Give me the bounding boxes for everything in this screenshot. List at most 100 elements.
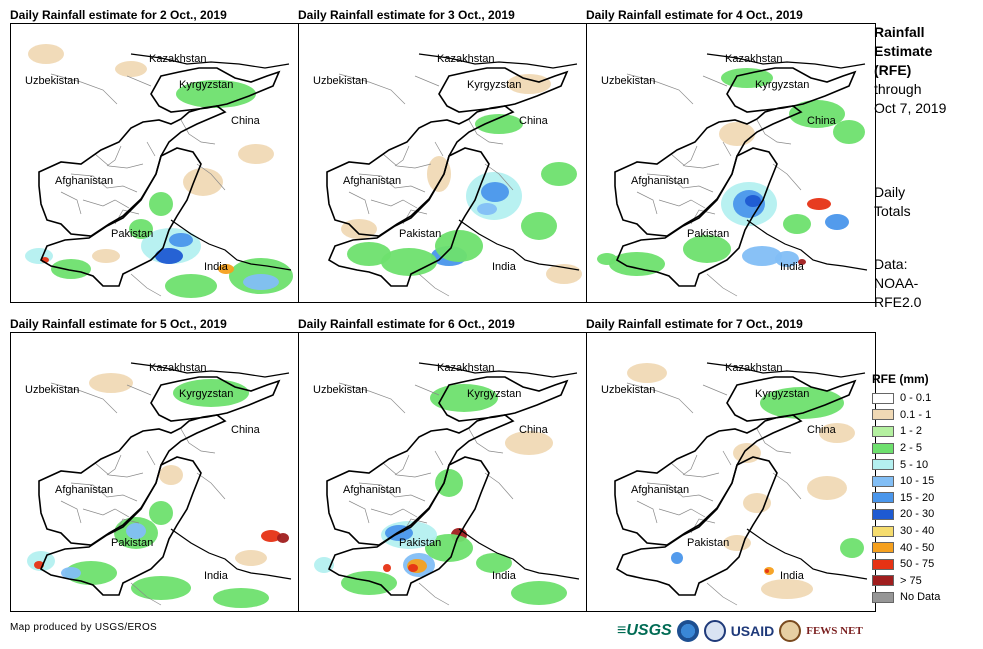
map-label-kazakhstan: Kazakhstan [437, 53, 494, 65]
sidebar-data-line: RFE2.0 [874, 294, 922, 310]
panel-title: Daily Rainfall estimate for 2 Oct., 2019 [10, 8, 227, 22]
map-label-india: India [492, 261, 517, 273]
map-label-china: China [807, 115, 837, 127]
rainfall-area [435, 469, 463, 497]
map-label-india: India [780, 261, 805, 273]
rainfall-area [28, 44, 64, 64]
rainfall-map: Kazakhstan Uzbekistan Kyrgyzstan China Afgha… [586, 23, 876, 303]
usgs-logo: ≡USGS [617, 622, 672, 639]
rainfall-area [408, 564, 418, 572]
map-label-uzbekistan: Uzbekistan [601, 384, 655, 396]
pakistan-outline [615, 456, 778, 596]
sidebar-title-line: Rainfall [874, 24, 925, 40]
rainfall-area [742, 246, 782, 266]
rainfall-area [789, 100, 845, 128]
rainfall-area [213, 588, 269, 608]
map-label-pakistan: Pakistan [111, 228, 153, 240]
legend-item: 2 - 5 [872, 440, 940, 457]
sidebar-data-line: NOAA- [874, 275, 919, 291]
sidebar-date: Oct 7, 2019 [874, 100, 947, 116]
rainfall-area [609, 252, 665, 276]
rainfall-map: Kazakhstan Uzbekistan Kyrgyzstan China Afgha… [298, 23, 588, 303]
map-label-kyrgyzstan: Kyrgyzstan [755, 79, 809, 91]
rainfall-area [723, 535, 751, 551]
rainfall-area [61, 567, 81, 579]
rainfall-map: Kazakhstan Uzbekistan Kyrgyzstan China Afgha… [10, 332, 300, 612]
india-border [170, 528, 292, 580]
panel-oct-7: Daily Rainfall estimate for 7 Oct., 2019… [586, 316, 876, 612]
usaid-seal-icon [703, 620, 726, 642]
rainfall-area [597, 253, 617, 265]
sidebar-daily-line: Totals [874, 203, 911, 219]
legend-swatch [872, 591, 894, 603]
panel-title: Daily Rainfall estimate for 7 Oct., 2019 [586, 317, 803, 331]
legend-label: No Data [900, 591, 941, 604]
rainfall-area [165, 274, 217, 298]
legend-label: 5 - 10 [900, 458, 929, 471]
kyrgyzstan-outline [438, 376, 569, 422]
rainfall-area [238, 144, 274, 164]
map-label-afghanistan: Afghanistan [55, 484, 113, 496]
rainfall-area [235, 550, 267, 566]
legend-swatch [872, 575, 894, 587]
legend-swatch [872, 425, 894, 437]
legend-item: 0.1 - 1 [872, 407, 940, 424]
rainfall-area [541, 162, 577, 186]
map-label-pakistan: Pakistan [687, 228, 729, 240]
province-borders [348, 141, 444, 225]
rainfall-area [155, 248, 183, 264]
legend-swatch [872, 542, 894, 554]
rainfall-area [765, 569, 769, 573]
legend-swatch [872, 475, 894, 487]
map-label-kazakhstan: Kazakhstan [725, 53, 782, 65]
legend-label: 20 - 30 [900, 508, 935, 521]
rainfall-area [243, 274, 279, 290]
india-border [170, 219, 292, 271]
sidebar-daily-totals: Daily Totals [874, 183, 911, 221]
kazakhstan-border [130, 53, 290, 69]
rainfall-area [435, 230, 483, 262]
rainfall-area [92, 249, 120, 263]
map-label-uzbekistan: Uzbekistan [601, 75, 655, 87]
map-label-afghanistan: Afghanistan [631, 175, 689, 187]
rainfall-area [159, 465, 183, 485]
rainfall-map: Kazakhstan Uzbekistan Kyrgyzstan China Afgha… [298, 332, 588, 612]
legend-label: 0.1 - 1 [900, 408, 932, 421]
fews-seal-icon [779, 620, 802, 642]
rainfall-area [347, 242, 391, 266]
rainfall-area [760, 387, 844, 419]
legend-label: 30 - 40 [900, 525, 935, 538]
rainfall-area [719, 122, 755, 146]
map-label-kazakhstan: Kazakhstan [149, 362, 206, 374]
legend-item: 10 - 15 [872, 473, 940, 490]
usaid-logo: USAID [730, 623, 775, 639]
map-label-india: India [780, 570, 805, 582]
rainfall-area [627, 363, 667, 383]
india-border [458, 528, 580, 580]
fews-net-logo: FEWS NET [806, 625, 863, 637]
rainfall-area [476, 553, 512, 573]
sidebar-title-line: Estimate [874, 43, 933, 59]
country-borders-minor [50, 73, 226, 297]
map-svg: Kazakhstan Uzbekistan Kyrgyzstan China Afgha… [313, 362, 580, 606]
rainfall-area [381, 248, 437, 276]
legend-item: No Data [872, 589, 940, 606]
kazakhstan-border [418, 53, 578, 69]
rainfall-area [341, 571, 397, 595]
map-label-india: India [492, 570, 517, 582]
noaa-logo-icon [676, 620, 699, 642]
rainfall-area [521, 212, 557, 240]
rainfall-area [261, 530, 281, 542]
rainfall-area [126, 523, 146, 539]
map-label-india: India [204, 261, 229, 273]
legend-swatch [872, 459, 894, 471]
rainfall-area [743, 493, 771, 513]
map-label-uzbekistan: Uzbekistan [313, 384, 367, 396]
legend-item: 1 - 2 [872, 423, 940, 440]
rainfall-area [218, 264, 234, 274]
legend-swatch [872, 442, 894, 454]
rainfall-area [840, 538, 864, 558]
map-svg: Kazakhstan Uzbekistan Kyrgyzstan China Afgha… [597, 53, 868, 297]
legend-item: 5 - 10 [872, 456, 940, 473]
map-label-pakistan: Pakistan [399, 228, 441, 240]
